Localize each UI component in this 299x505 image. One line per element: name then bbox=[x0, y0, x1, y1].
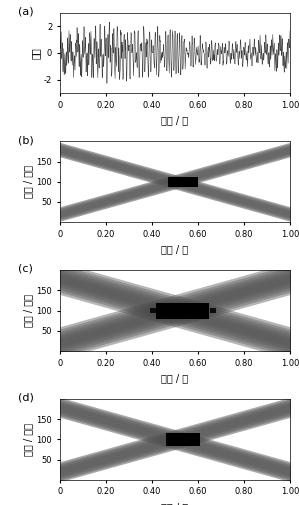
Y-axis label: 频率 / 赫兹: 频率 / 赫兹 bbox=[24, 294, 33, 327]
Text: (a): (a) bbox=[18, 6, 34, 16]
X-axis label: 时间 / 秒: 时间 / 秒 bbox=[161, 115, 188, 125]
Y-axis label: 频率 / 赫兹: 频率 / 赫兹 bbox=[24, 423, 33, 456]
Text: (c): (c) bbox=[18, 264, 33, 274]
X-axis label: 时间 / 秒: 时间 / 秒 bbox=[161, 502, 188, 505]
Y-axis label: 频率 / 赫兹: 频率 / 赫兹 bbox=[24, 165, 33, 198]
Text: (d): (d) bbox=[18, 393, 34, 403]
X-axis label: 时间 / 秒: 时间 / 秒 bbox=[161, 244, 188, 254]
Y-axis label: 振幅: 振幅 bbox=[31, 47, 41, 59]
X-axis label: 时间 / 秒: 时间 / 秒 bbox=[161, 373, 188, 383]
Text: (b): (b) bbox=[18, 135, 34, 145]
